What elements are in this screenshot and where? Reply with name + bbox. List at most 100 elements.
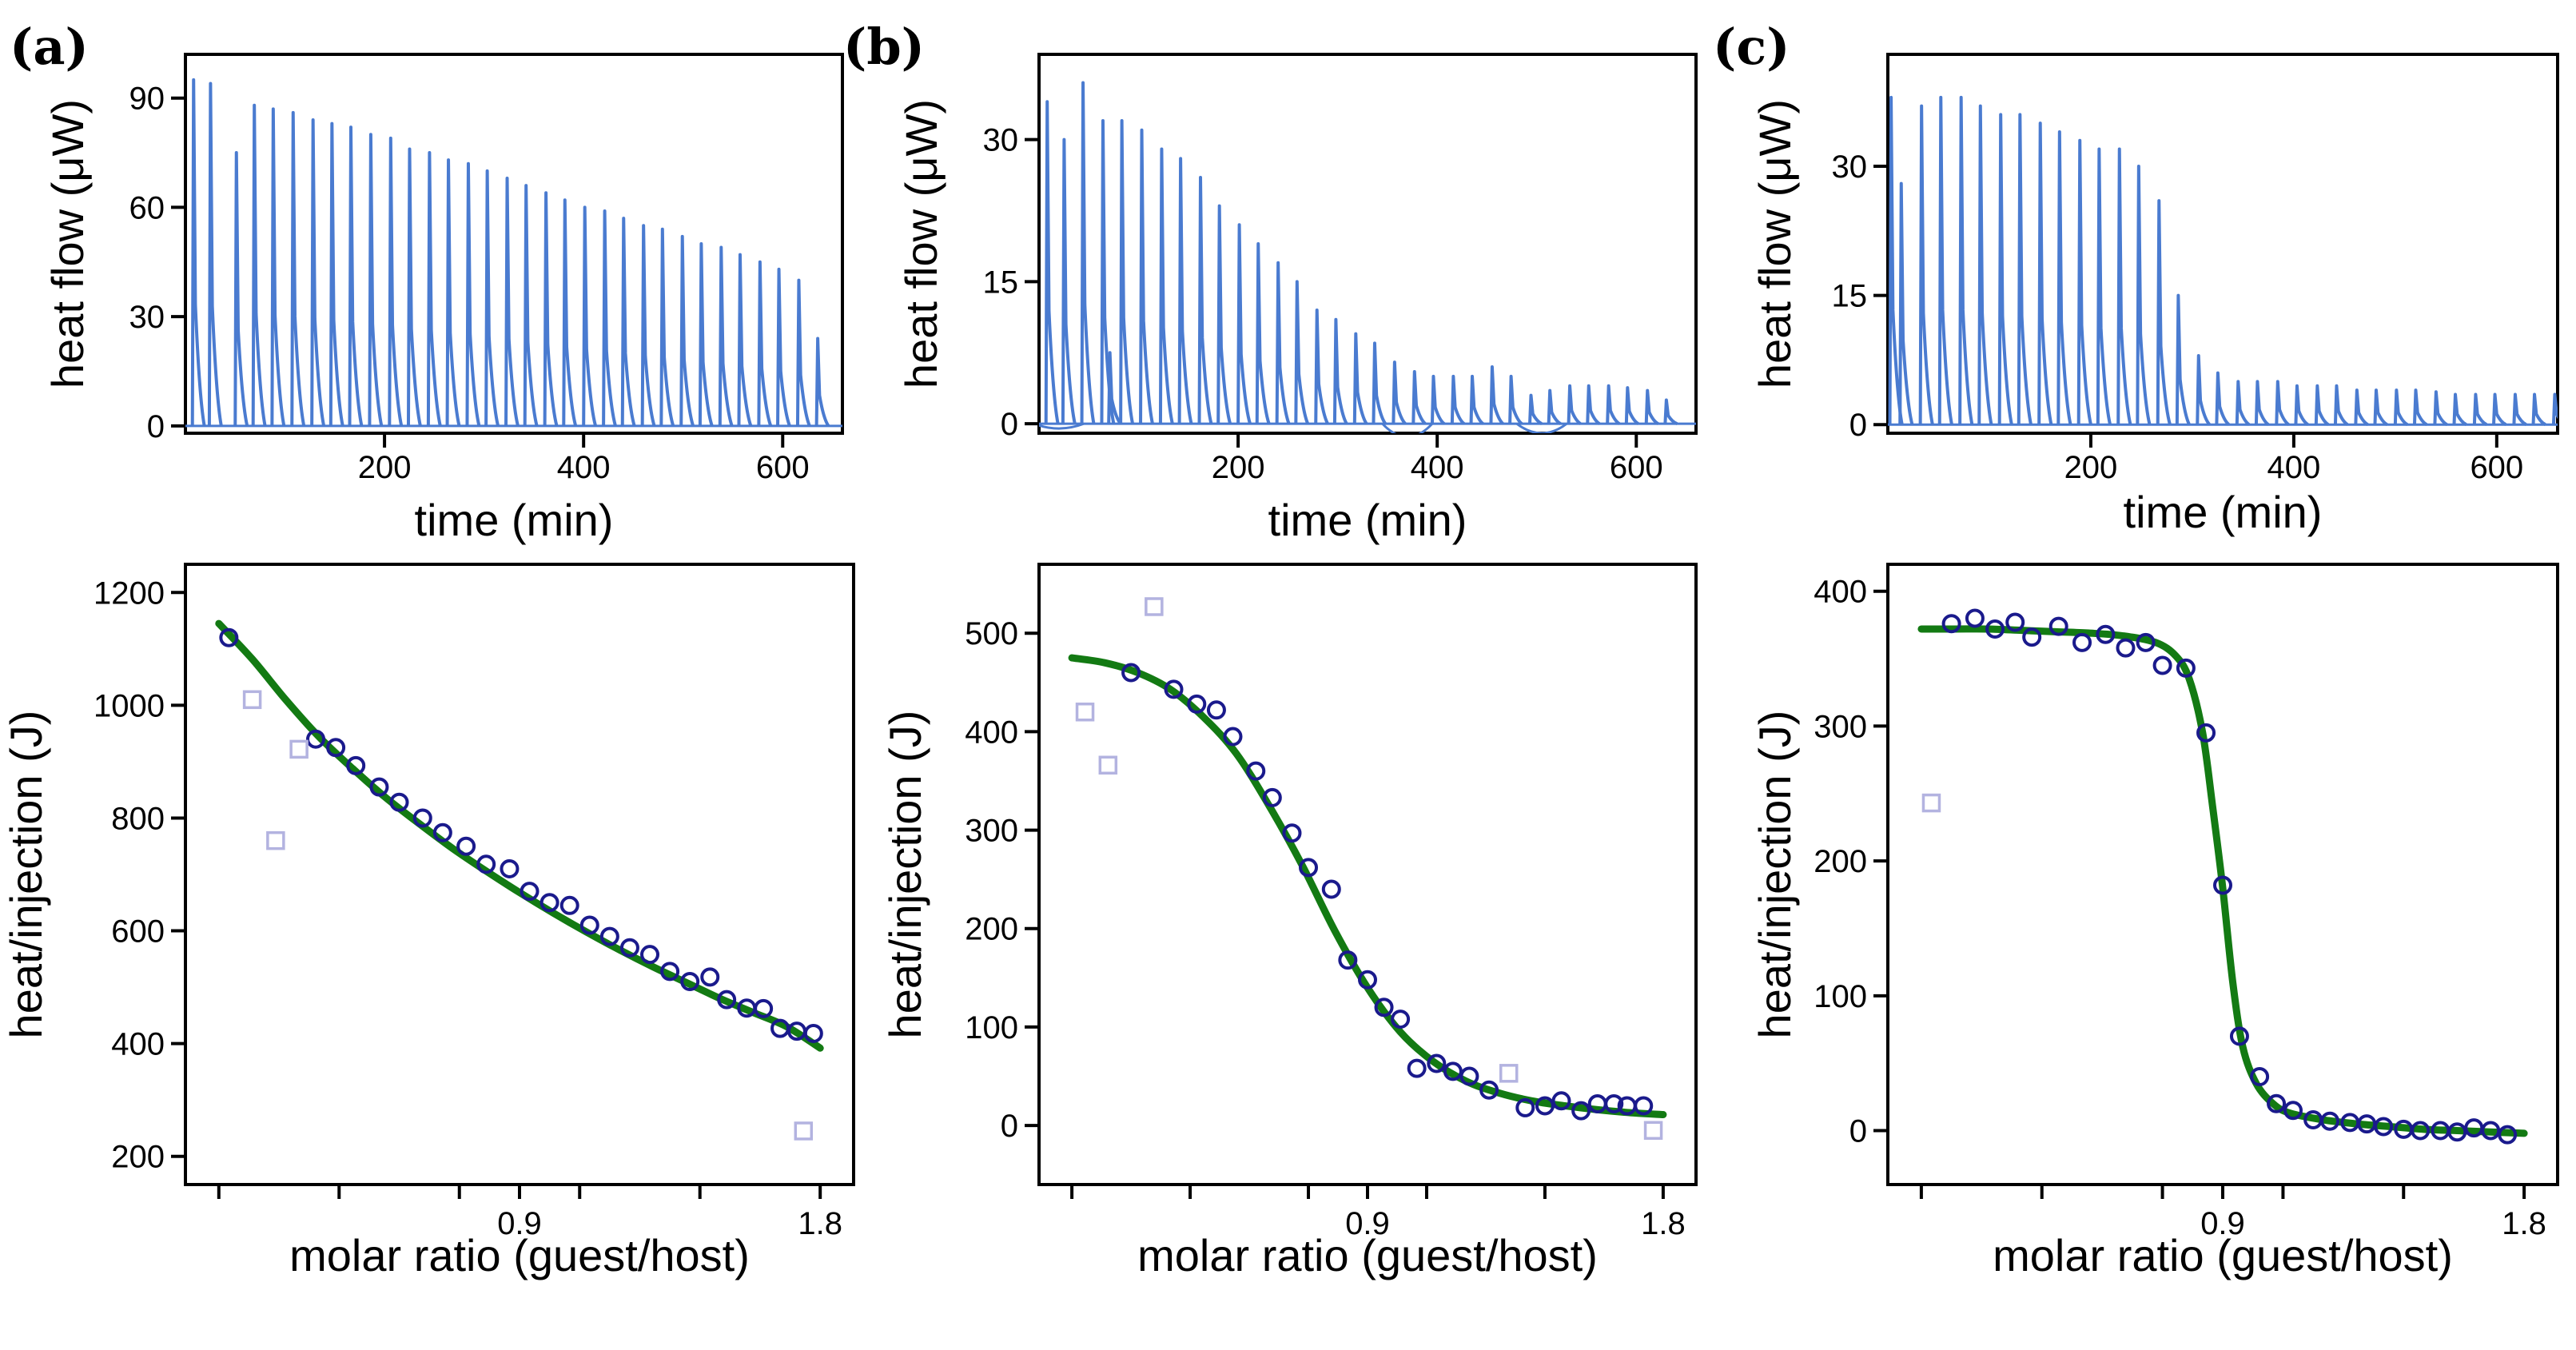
data-point — [1391, 1010, 1411, 1029]
plot-frame — [184, 53, 844, 435]
y-tick-label: 90 — [129, 82, 165, 117]
data-point — [1965, 608, 1985, 628]
data-point — [2005, 612, 2025, 632]
data-point — [346, 755, 366, 775]
data-point — [803, 1023, 823, 1043]
y-tick-label: 100 — [1814, 979, 1867, 1014]
injection-peak — [1294, 280, 1310, 424]
x-tick-label: 0.9 — [2200, 1206, 2245, 1241]
data-point — [1206, 700, 1226, 720]
data-point — [2048, 616, 2068, 636]
injection-peak — [1469, 374, 1484, 425]
panel-label: (b) — [843, 18, 925, 76]
x-axis-label: molar ratio (guest/host) — [1137, 1230, 1598, 1280]
y-tick-label: 0 — [1849, 1114, 1867, 1149]
injection-peak — [251, 103, 267, 427]
injection-peak — [1158, 147, 1174, 424]
injection-peak — [2354, 388, 2369, 426]
data-point — [2116, 638, 2136, 658]
x-axis-label: time (min) — [1268, 495, 1467, 545]
injection-peak — [2116, 147, 2132, 425]
injection-peak — [388, 136, 404, 427]
excluded-point — [1075, 703, 1095, 722]
y-tick-label: 800 — [111, 801, 165, 836]
excluded-point — [266, 830, 285, 850]
injection-peak — [368, 133, 384, 427]
injection-peak — [2196, 354, 2212, 426]
data-point — [2250, 1067, 2270, 1087]
injection-peak — [406, 147, 422, 427]
chart-panel-4: 0 100 200 300 400 500 0.9 1.8 molar ratio (guest… — [880, 563, 1698, 1280]
excluded-point — [242, 690, 262, 710]
x-tick-label: 1.8 — [798, 1206, 842, 1241]
injection-peak — [2373, 388, 2388, 426]
plot-area — [1039, 81, 1696, 433]
injection-peak — [426, 151, 442, 427]
injection-peak — [1080, 81, 1096, 424]
y-tick-label: 200 — [965, 912, 1018, 947]
panel-label: (c) — [1713, 18, 1790, 76]
data-point — [1246, 761, 1266, 781]
y-tick-label: 0 — [1001, 407, 1018, 442]
data-point — [2447, 1122, 2467, 1142]
data-point — [700, 967, 720, 987]
y-tick-label: 400 — [965, 715, 1018, 750]
injection-peak — [718, 245, 734, 427]
excluded-point — [1643, 1121, 1663, 1141]
data-point — [1321, 879, 1341, 899]
excluded-point — [794, 1121, 814, 1141]
y-tick-label: 400 — [111, 1027, 165, 1062]
y-tick-label: 30 — [1832, 149, 1868, 185]
injection-peak — [1255, 242, 1271, 424]
y-tick-label: 1200 — [94, 575, 165, 611]
injection-peak — [1567, 384, 1582, 425]
x-axis-label: molar ratio (guest/host) — [1993, 1230, 2453, 1280]
data-point — [1459, 1066, 1479, 1086]
injection-peak — [2314, 384, 2330, 426]
y-tick-label: 0 — [1001, 1109, 1018, 1144]
data-point — [219, 627, 239, 647]
injection-peak — [1314, 308, 1329, 425]
x-tick-label: 400 — [557, 450, 611, 485]
y-tick-label: 1000 — [94, 688, 165, 723]
data-point — [2096, 624, 2116, 644]
injection-peak — [2531, 392, 2546, 427]
injection-peak — [2551, 392, 2558, 425]
injection-peak — [2037, 121, 2053, 425]
injection-peak — [1644, 388, 1659, 425]
injection-peak — [640, 224, 656, 427]
excluded-point — [289, 739, 309, 759]
injection-peak — [1547, 388, 1562, 425]
data-point — [579, 915, 599, 935]
data-point — [1358, 970, 1377, 990]
injection-peak — [1937, 95, 1953, 425]
fit-curve — [215, 619, 824, 1052]
injection-peak — [1216, 204, 1232, 424]
data-point — [640, 945, 660, 965]
injection-peak — [1977, 104, 1993, 425]
injection-peak — [445, 158, 461, 427]
injection-peak — [190, 78, 206, 427]
y-tick-label: 300 — [965, 814, 1018, 849]
injection-peak — [1197, 176, 1213, 424]
injection-peak — [795, 278, 811, 427]
injection-peak — [543, 191, 559, 427]
data-point — [1407, 1058, 1427, 1078]
plot-area — [1068, 597, 1667, 1141]
data-point — [2072, 632, 2092, 652]
injection-peak — [310, 118, 326, 427]
x-tick-label: 400 — [2267, 450, 2321, 485]
x-axis-label: molar ratio (guest/host) — [289, 1230, 750, 1280]
x-tick-label: 200 — [1212, 450, 1265, 485]
data-point — [1634, 1096, 1654, 1116]
injection-peak — [814, 337, 830, 428]
injection-peak — [2136, 165, 2152, 425]
injection-peak — [2294, 384, 2309, 426]
injection-peak — [1606, 384, 1621, 425]
y-axis-label: heat/injection (J) — [1, 711, 51, 1039]
data-point — [2498, 1125, 2518, 1145]
injection-peak — [2156, 199, 2172, 425]
data-point — [1164, 679, 1184, 699]
injection-peak — [1508, 374, 1523, 425]
